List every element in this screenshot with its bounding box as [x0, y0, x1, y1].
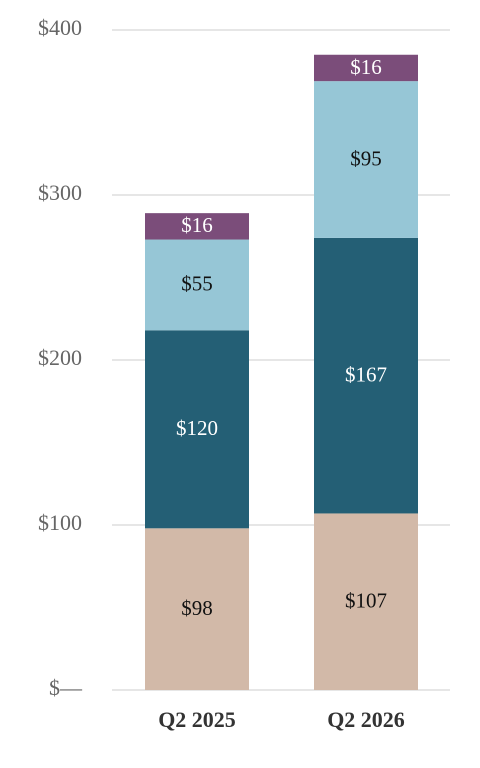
- bar-segment: [145, 213, 249, 240]
- data-label: $107: [345, 589, 387, 613]
- bar-segment: [145, 239, 249, 331]
- data-label: $98: [181, 596, 213, 620]
- y-tick-label: $400: [38, 15, 82, 40]
- data-label: $16: [181, 213, 213, 237]
- bar-segment: [314, 513, 418, 690]
- bar-segment: [145, 330, 249, 529]
- y-tick-label: $100: [38, 510, 82, 535]
- x-tick-label: Q2 2025: [158, 707, 236, 732]
- data-label: $16: [350, 55, 382, 79]
- y-tick-label: $300: [38, 180, 82, 205]
- data-label: $167: [345, 362, 387, 386]
- bar-segment: [314, 81, 418, 238]
- x-tick-label: Q2 2026: [327, 707, 405, 732]
- data-label: $55: [181, 272, 213, 296]
- y-tick-label: $—: [49, 675, 83, 700]
- bar-segment: [314, 54, 418, 82]
- data-label: $95: [350, 146, 382, 170]
- data-label: $120: [176, 416, 218, 440]
- y-tick-label: $200: [38, 345, 82, 370]
- bar-segment: [314, 237, 418, 514]
- bar-segment: [145, 528, 249, 690]
